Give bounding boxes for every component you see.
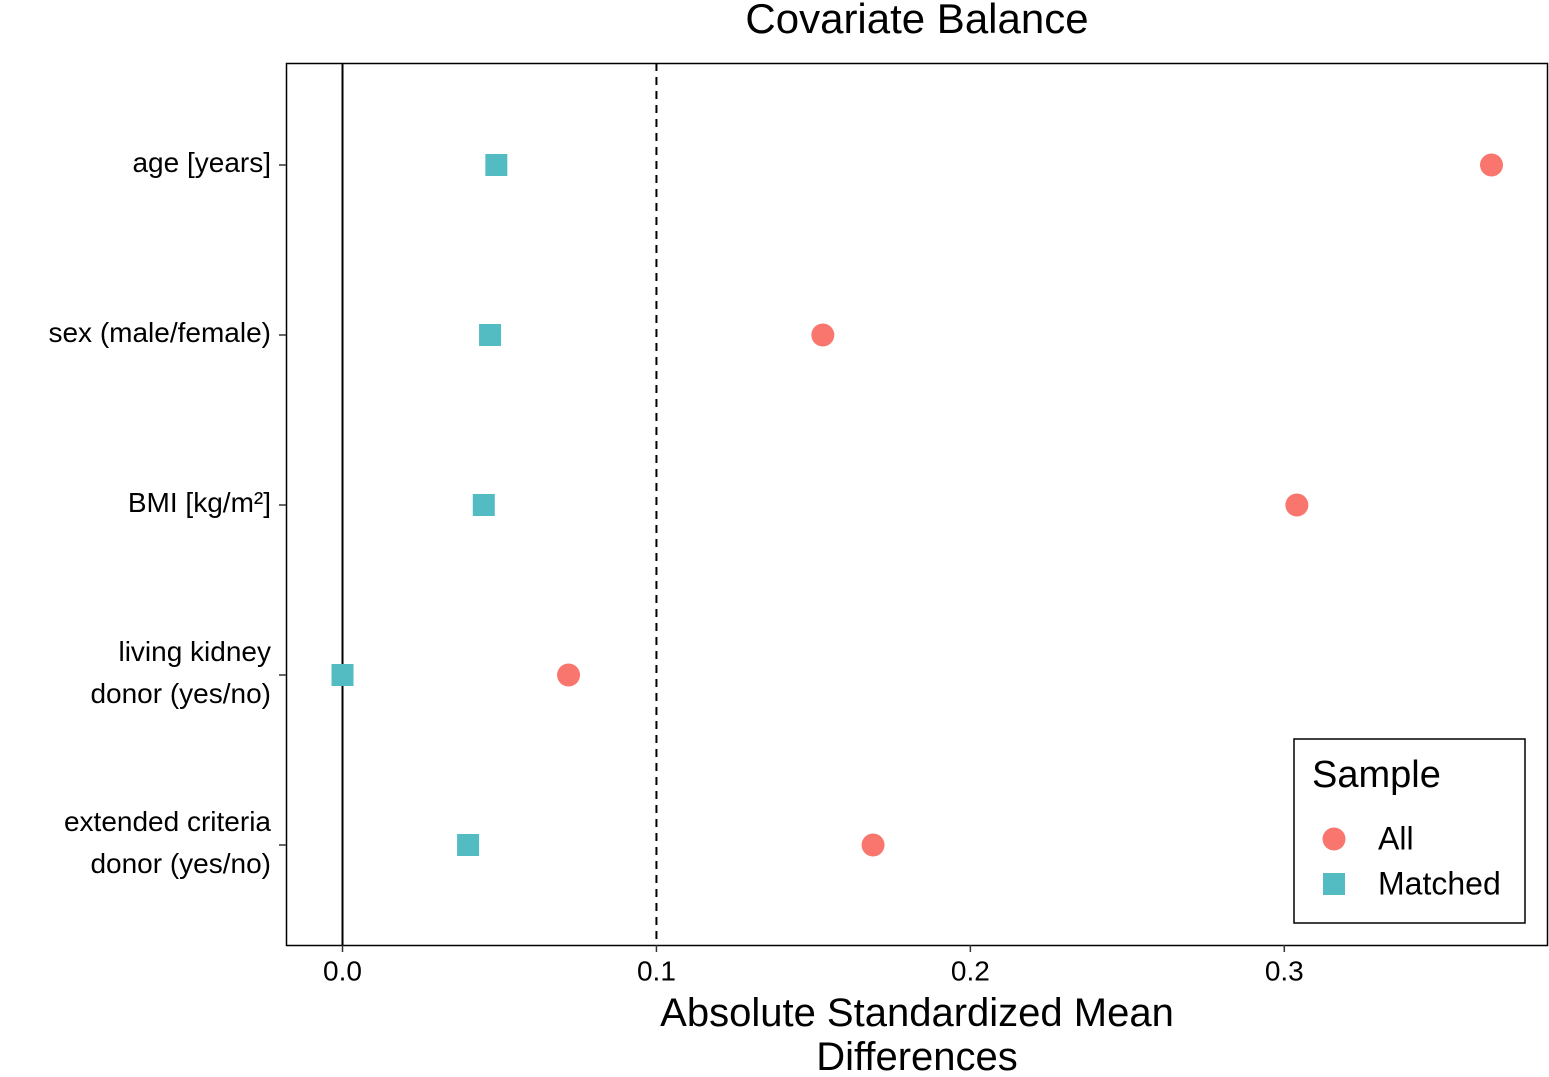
legend-title: Sample (1312, 754, 1441, 796)
y-tick-label: BMI [kg/m²] (128, 487, 271, 518)
x-tick-label: 0.0 (323, 955, 362, 986)
x-axis-title-line: Absolute Standardized Mean (660, 991, 1174, 1035)
chart-title: Covariate Balance (745, 0, 1088, 42)
x-tick-label: 0.1 (637, 955, 676, 986)
point (479, 324, 502, 346)
legend-marker (1322, 827, 1346, 851)
y-tick-label: living kidney donor (yes/no) (90, 636, 271, 709)
point (1479, 153, 1503, 177)
panel-border (285, 62, 1549, 947)
x-tick-label: 0.3 (1265, 955, 1304, 986)
y-tick-label-line: BMI [kg/m²] (128, 487, 271, 518)
y-tick-label-line: donor (yes/no) (90, 848, 271, 879)
legend-label: All (1378, 820, 1414, 856)
point (331, 664, 354, 686)
y-tick-label-line: age [years] (132, 147, 271, 178)
point (1285, 493, 1309, 517)
y-tick-label-line: extended criteria (64, 806, 271, 837)
point (861, 833, 885, 857)
legend-marker (1323, 873, 1345, 895)
point (472, 494, 495, 516)
y-tick-label: sex (male/female) (48, 317, 271, 348)
point (457, 834, 480, 856)
y-tick-label: age [years] (132, 147, 271, 178)
x-axis-title: Absolute Standardized Mean Differences (660, 991, 1174, 1077)
point (811, 323, 835, 347)
y-tick-label-line: sex (male/female) (48, 317, 271, 348)
point (485, 154, 508, 176)
y-tick-label: extended criteria donor (yes/no) (64, 806, 271, 879)
legend-label: Matched (1378, 865, 1501, 901)
y-tick-label-line: living kidney (118, 636, 271, 667)
x-tick-label: 0.2 (951, 955, 990, 986)
y-tick-label-line: donor (yes/no) (90, 678, 271, 709)
point (557, 663, 581, 687)
x-axis-title-line: Differences (816, 1035, 1018, 1077)
